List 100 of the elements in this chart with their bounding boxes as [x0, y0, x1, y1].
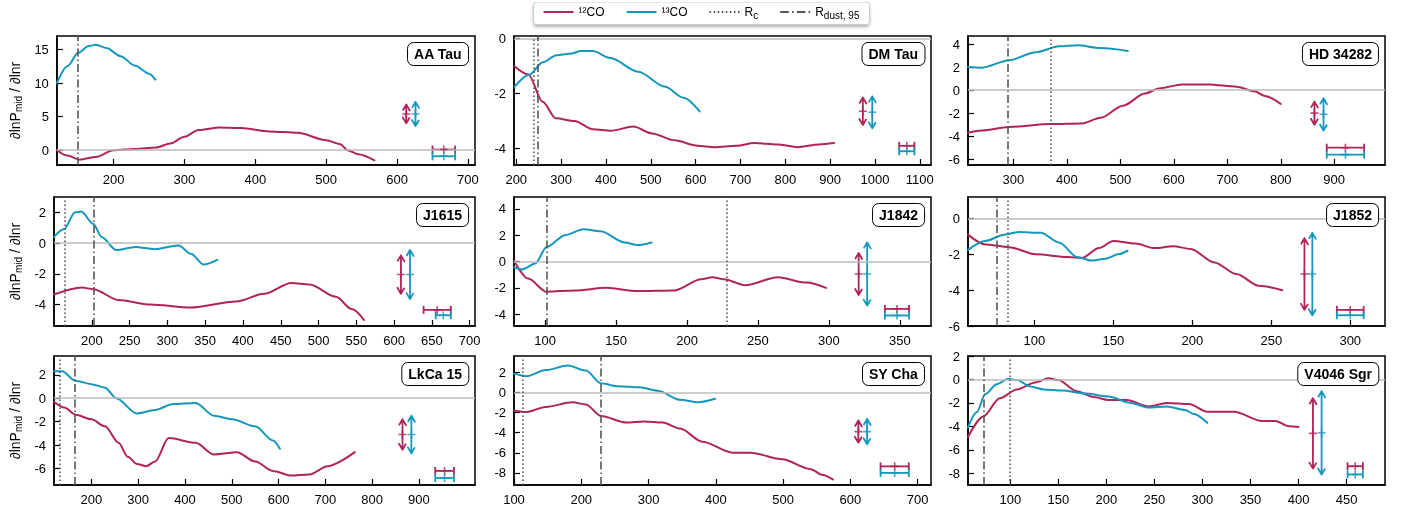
text: SY Cha: [868, 366, 918, 382]
y-tick-label: -4: [34, 297, 46, 312]
legend-label: ¹²CO: [578, 5, 605, 19]
x-tick-label: 300: [173, 172, 196, 187]
y-tick-label: -2: [948, 105, 960, 121]
y-tick-label: -4: [34, 437, 46, 453]
y-tick-label: 4: [498, 201, 506, 217]
x-tick-label: 1100: [905, 172, 934, 187]
text: AA Tau: [414, 46, 462, 62]
x-tick-label: 900: [408, 492, 430, 506]
x-tick-label: 700: [314, 492, 337, 506]
x-tick-label: 600: [684, 172, 707, 187]
text: DM Tau: [868, 46, 918, 62]
x-tick-label: 200: [570, 492, 593, 506]
y-tick-label: 0: [498, 31, 506, 47]
y-tick-label: -4: [948, 282, 960, 298]
x-tick-label: 600: [1162, 172, 1185, 187]
y-tick-label: 0: [952, 211, 960, 226]
y-tick-label: -2: [34, 266, 46, 282]
y-tick-label: -6: [948, 318, 960, 334]
x-tick-label: 400: [174, 492, 196, 506]
x-tick-label: 300: [818, 333, 840, 348]
x-tick-label: 900: [819, 172, 841, 187]
y-tick-label: 2: [952, 59, 960, 75]
x-tick-label: 500: [1109, 172, 1132, 187]
x-tick-label: 700: [1216, 172, 1239, 187]
x-tick-label: 700: [729, 172, 752, 187]
x-tick-label: 700: [458, 333, 481, 348]
x-tick-label: 350: [1239, 492, 1262, 506]
text: LkCa 15: [408, 366, 463, 382]
x-tick-label: 1000: [860, 172, 890, 187]
x-tick-label: 450: [1335, 492, 1358, 506]
x-tick-label: 400: [704, 492, 727, 506]
x-tick-label: 300: [1191, 492, 1214, 506]
y-tick-label: -8: [494, 465, 506, 481]
x-tick-label: 150: [1102, 333, 1125, 348]
x-tick-label: 600: [267, 492, 290, 506]
y-axis-title: ∂lnPmid / ∂lnr: [7, 381, 25, 460]
text: HD 34282: [1308, 46, 1373, 62]
x-tick-label: 200: [676, 333, 698, 348]
y-axis-title: ∂lnPmid / ∂lnr: [7, 222, 25, 301]
y-axis-title: ∂lnPmid / ∂lnr: [7, 61, 24, 140]
y-tick-label: 0: [498, 384, 506, 400]
y-tick-label: 0: [498, 254, 506, 269]
x-tick-label: 100: [503, 492, 525, 506]
x-tick-label: 150: [1047, 492, 1070, 506]
x-tick-label: 500: [307, 333, 330, 348]
x-tick-label: 400: [1287, 492, 1310, 506]
x-tick-label: 600: [383, 333, 405, 348]
y-tick-label: 2: [498, 364, 506, 380]
y-tick-label: -6: [494, 445, 506, 461]
x-tick-label: 400: [232, 333, 254, 348]
x-tick-label: 100: [534, 333, 557, 348]
x-tick-label: 700: [457, 172, 479, 187]
x-tick-label: 650: [421, 333, 443, 348]
y-tick-label: 10: [34, 75, 49, 91]
x-tick-label: 550: [345, 333, 368, 348]
x-tick-label: 300: [1339, 333, 1362, 348]
y-tick-label: -6: [948, 151, 960, 167]
y-tick-label: 0: [952, 82, 960, 98]
text: J1615: [423, 207, 463, 223]
x-tick-label: 200: [1181, 333, 1204, 348]
x-tick-label: 300: [156, 333, 179, 348]
x-tick-label: 600: [839, 492, 862, 506]
x-tick-label: 400: [595, 172, 617, 187]
y-tick-label: 2: [38, 204, 46, 220]
y-tick-label: 5: [41, 109, 49, 125]
x-tick-label: 200: [1095, 492, 1118, 506]
x-tick-label: 300: [637, 492, 660, 506]
y-tick-label: -6: [948, 442, 960, 458]
x-tick-label: 200: [80, 492, 103, 506]
text: J1842: [879, 207, 919, 223]
y-tick-label: -2: [494, 86, 506, 102]
y-tick-label: 2: [38, 367, 46, 383]
x-tick-label: 500: [220, 492, 243, 506]
y-tick-label: 2: [498, 227, 506, 243]
y-tick-label: -2: [494, 404, 506, 420]
x-tick-label: 800: [774, 172, 797, 187]
x-tick-label: 250: [747, 333, 769, 348]
x-tick-label: 500: [772, 492, 794, 506]
y-tick-label: -4: [494, 306, 506, 322]
x-tick-label: 250: [1260, 333, 1283, 348]
text: V4046 Sgr: [1304, 366, 1373, 382]
x-tick-label: 250: [118, 333, 141, 348]
x-tick-label: 600: [386, 172, 408, 187]
x-tick-label: 900: [1323, 172, 1346, 187]
y-tick-label: -2: [494, 280, 506, 296]
x-tick-label: 450: [269, 333, 292, 348]
x-tick-label: 200: [80, 333, 103, 348]
y-tick-label: 15: [34, 41, 49, 57]
text: J1852: [1333, 207, 1373, 223]
x-tick-label: 500: [315, 172, 338, 187]
y-tick-label: 0: [952, 371, 960, 387]
x-tick-label: 800: [1269, 172, 1292, 187]
y-tick-label: 0: [38, 235, 46, 251]
x-tick-label: 400: [1056, 172, 1078, 187]
x-tick-label: 200: [505, 172, 528, 187]
x-tick-label: 100: [1023, 333, 1046, 348]
x-tick-label: 300: [1002, 172, 1025, 187]
y-tick-label: -4: [948, 418, 960, 434]
